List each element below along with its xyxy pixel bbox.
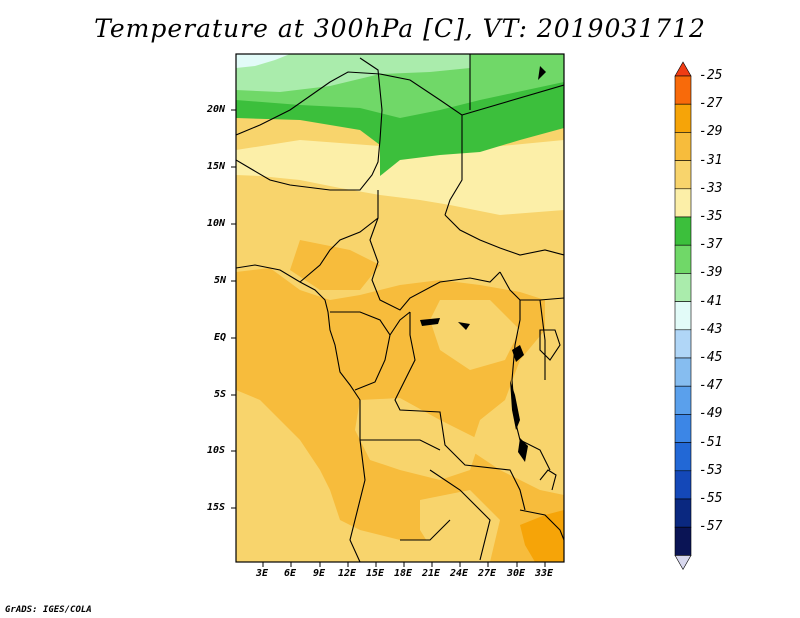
axis-ticks (231, 109, 546, 567)
colorbar-label: -31 (699, 152, 723, 168)
colorbar-swatch (674, 273, 692, 302)
colorbar-swatch (674, 216, 692, 246)
colorbar-swatch-bottom (674, 555, 692, 571)
colorbar-label: -43 (699, 321, 723, 337)
grads-credit: GrADS: IGES/COLA (5, 605, 92, 615)
lon-label: 3E (256, 568, 269, 579)
colorbar-label: -45 (699, 350, 723, 365)
colorbar-label: -29 (699, 124, 723, 140)
colorbar-swatch (674, 357, 692, 387)
colorbar-label: -33 (699, 180, 723, 196)
colorbar-swatch (674, 498, 692, 528)
lon-label: 21E (422, 568, 441, 579)
colorbar-swatch-top (674, 61, 692, 77)
colorbar-swatch (674, 244, 692, 274)
colorbar-swatch (674, 301, 692, 331)
lakes (420, 66, 546, 462)
colorbar-label: -25 (699, 68, 723, 83)
colorbar-swatch (674, 414, 692, 443)
lon-label: 9E (313, 568, 326, 579)
colorbar-label: -49 (699, 406, 723, 422)
colorbar-label: -35 (699, 209, 723, 224)
lat-label: 10N (207, 218, 226, 229)
colorbar-label: -53 (699, 462, 723, 478)
colorbar-label: -27 (699, 96, 723, 112)
colorbar-label: -57 (699, 519, 723, 535)
colorbar (674, 61, 692, 571)
lat-label: 15N (207, 161, 226, 172)
colorbar-label: -39 (699, 265, 723, 281)
colorbar-label: -55 (699, 491, 723, 506)
field-minus-33 (236, 140, 564, 215)
colorbar-swatch (674, 103, 692, 133)
colorbar-label: -41 (699, 293, 723, 309)
colorbar-swatch (674, 442, 692, 472)
colorbar-swatch (674, 75, 692, 105)
lon-label: 18E (394, 568, 413, 579)
colorbar-label: -37 (699, 237, 723, 253)
lon-label: 30E (507, 568, 526, 579)
colorbar-swatch (674, 160, 692, 190)
lon-label: 15E (366, 568, 385, 579)
lat-label: 20N (207, 104, 226, 115)
colorbar-label: -47 (699, 378, 723, 394)
map-title: Temperature at 300hPa [C], VT: 201903171… (94, 14, 706, 43)
field-minus-41 (236, 54, 470, 92)
lat-label: EQ (214, 332, 227, 343)
colorbar-swatch (674, 329, 692, 359)
lon-label: 12E (338, 568, 357, 579)
lat-label: 15S (207, 502, 226, 513)
field-minus-43 (236, 54, 290, 68)
map-frame (235, 53, 565, 563)
lon-label: 27E (478, 568, 497, 579)
lon-label: 6E (284, 568, 297, 579)
lon-label: 33E (535, 568, 554, 579)
lat-label: 5S (214, 389, 227, 400)
lon-label: 24E (450, 568, 469, 579)
colorbar-label: -51 (699, 434, 723, 450)
lat-label: 10S (207, 445, 226, 456)
lat-label: 5N (214, 275, 227, 286)
colorbar-swatch (674, 132, 692, 161)
colorbar-swatch (674, 188, 692, 218)
temperature-field (236, 54, 564, 562)
colorbar-swatch (674, 526, 692, 556)
colorbar-swatch (674, 385, 692, 415)
colorbar-swatch (674, 470, 692, 500)
